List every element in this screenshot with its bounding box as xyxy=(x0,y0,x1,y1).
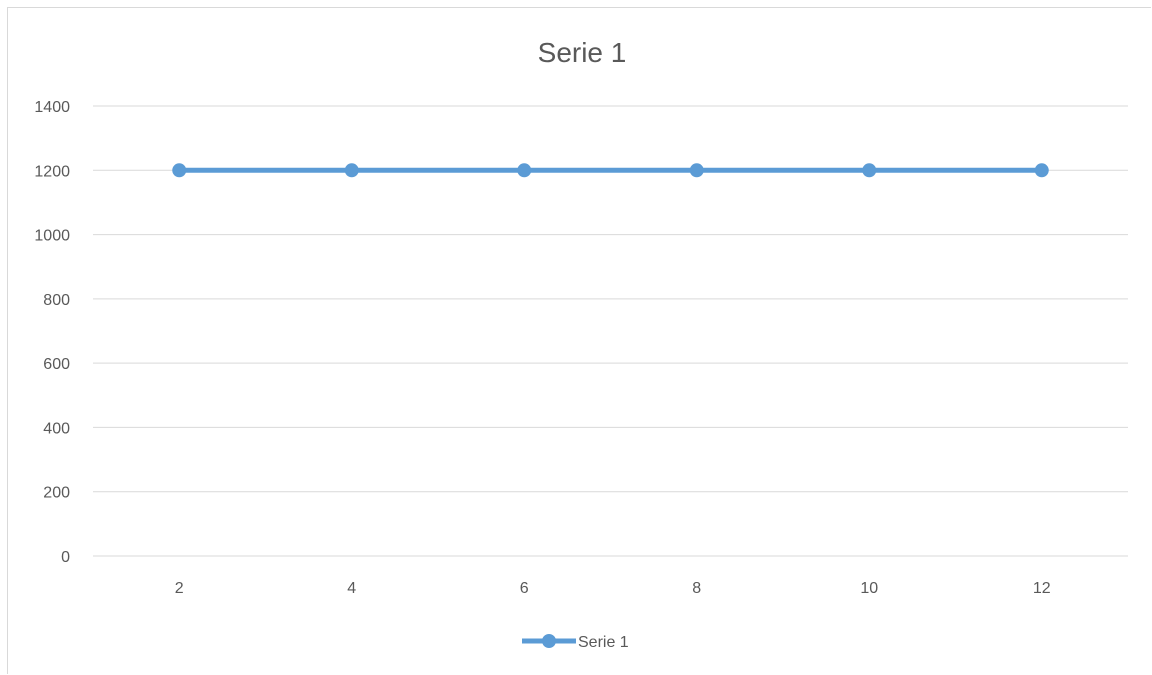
data-point xyxy=(1034,163,1049,178)
x-tick-label: 6 xyxy=(520,580,529,597)
y-tick-label: 1200 xyxy=(34,163,70,180)
data-point xyxy=(689,163,704,178)
x-tick-label: 12 xyxy=(1033,580,1051,597)
x-tick-label: 4 xyxy=(347,580,356,597)
legend-label: Serie 1 xyxy=(578,634,629,651)
x-axis-tick-labels: 2 4 6 8 10 12 xyxy=(175,580,1051,597)
chart-frame xyxy=(7,7,1151,674)
y-tick-label: 800 xyxy=(43,292,70,309)
chart-title: Serie 1 xyxy=(538,37,627,68)
series-layer xyxy=(172,163,1049,178)
y-tick-label: 1400 xyxy=(34,99,70,116)
legend-point-marker xyxy=(542,634,556,648)
y-tick-label: 1000 xyxy=(34,228,70,245)
y-tick-label: 600 xyxy=(43,356,70,373)
data-point xyxy=(517,163,532,178)
x-tick-label: 10 xyxy=(860,580,878,597)
x-tick-label: 8 xyxy=(692,580,701,597)
y-axis-tick-labels: 0 200 400 600 800 1000 1200 1400 xyxy=(34,99,70,566)
x-tick-label: 2 xyxy=(175,580,184,597)
gridlines xyxy=(93,105,1128,557)
data-point xyxy=(344,163,359,178)
y-tick-label: 0 xyxy=(61,549,70,566)
data-point xyxy=(172,163,187,178)
data-point xyxy=(862,163,877,178)
y-tick-label: 400 xyxy=(43,420,70,437)
y-tick-label: 200 xyxy=(43,485,70,502)
legend: Serie 1 xyxy=(522,634,629,651)
